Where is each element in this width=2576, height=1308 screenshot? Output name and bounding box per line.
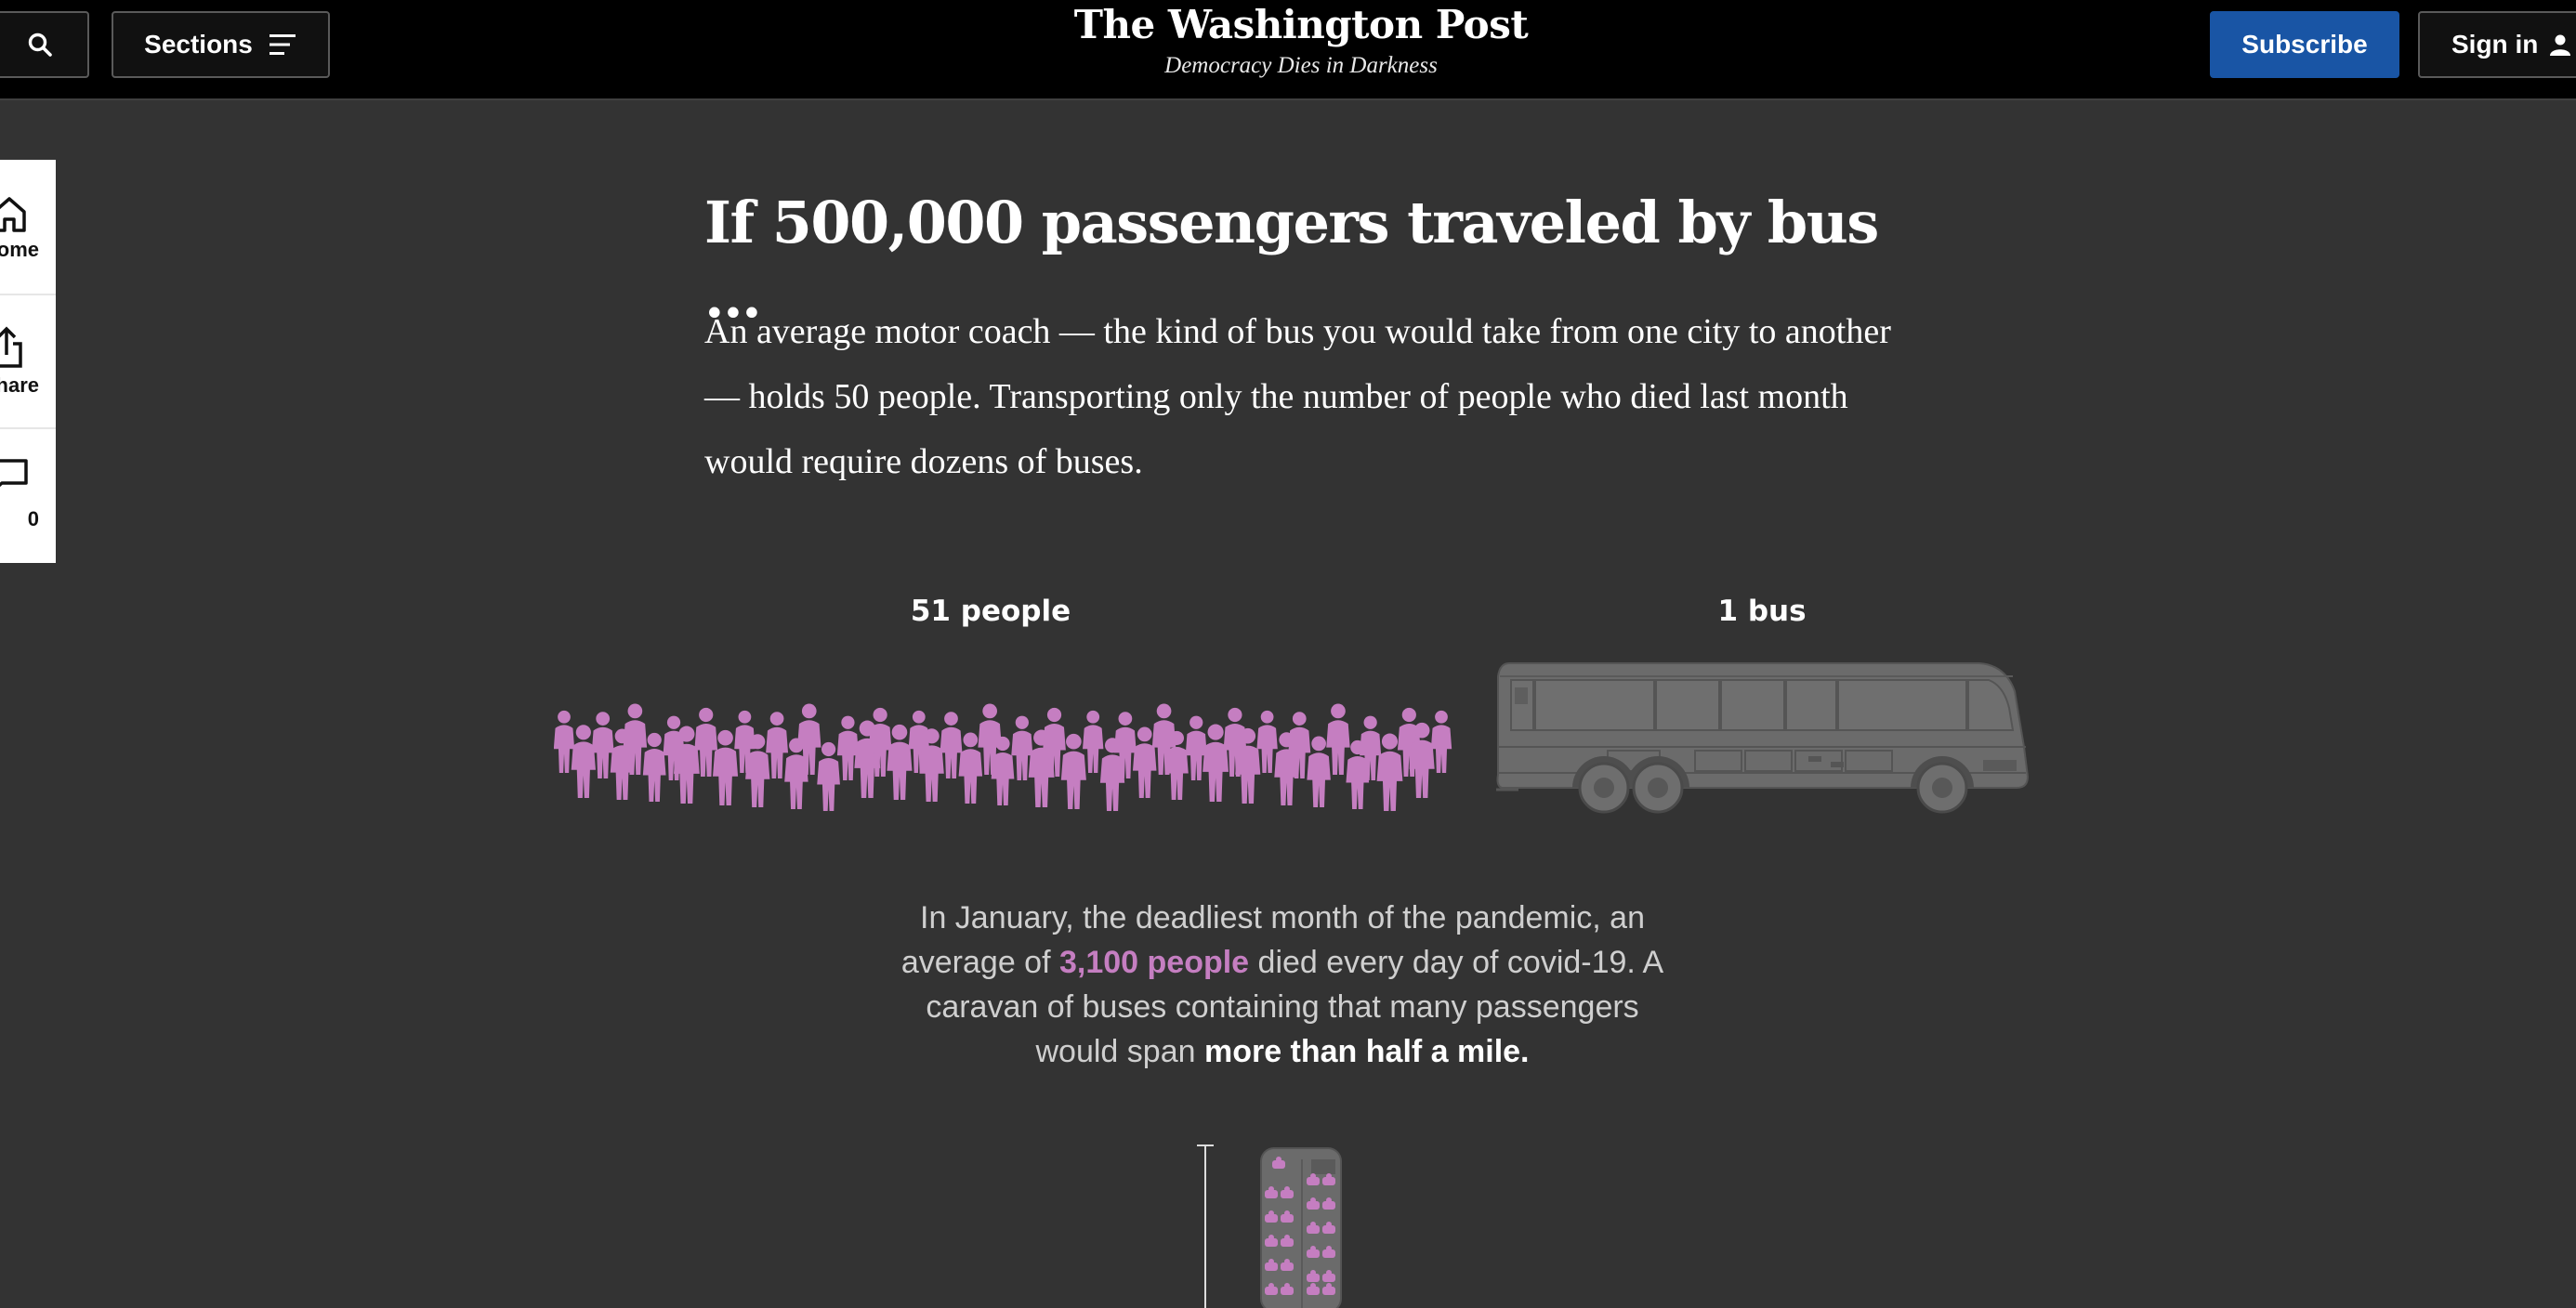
rail-share-label: Share [0,373,39,397]
article-dek: An average motor coach — the kind of bus… [704,312,1891,481]
passenger-seat-icon [1307,1270,1320,1282]
passenger-seat-icon [1307,1246,1320,1258]
caption-text-1: In January, the deadliest month of the p… [900,900,1645,980]
passenger-seat-icon [1322,1283,1335,1295]
caption-highlight-deaths: 3,100 people [1058,945,1250,980]
person-figure-icon [836,715,860,780]
passenger-seat-icon [1307,1283,1320,1295]
left-action-rail: Home Share 0 [0,160,56,563]
share-icon [0,326,22,368]
rail-comments-count: 0 [27,507,39,530]
passenger-seat-icon [1281,1283,1294,1295]
passenger-seat-icon [1265,1210,1278,1223]
sign-in-button[interactable]: Sign in [2418,11,2576,78]
passenger-seat-icon [1265,1283,1278,1295]
sections-label: Sections [144,30,253,59]
person-figure-icon [1185,715,1207,780]
person-figure-icon [1256,710,1278,773]
passenger-seat-icon [1281,1259,1294,1271]
person-figure-icon [887,724,913,800]
passenger-seat-icon [1281,1235,1294,1247]
person-figure-icon [1376,733,1403,811]
person-figure-icon [1132,726,1157,798]
logo-wordmark: The Washington Post [1073,2,1529,47]
passenger-seat-icon [1322,1197,1335,1210]
passenger-seat-icon [1322,1246,1335,1258]
home-icon [0,197,26,232]
person-figure-icon [1083,710,1104,773]
person-figure-icon [591,712,614,778]
person-figure-icon [642,732,666,802]
bus-count-label: 1 bus [1717,595,1807,628]
rail-share-button[interactable]: Share [0,295,56,429]
people-count-label: 51 people [910,595,1071,628]
person-figure-icon [1151,703,1176,775]
sign-in-label: Sign in [2451,30,2539,59]
person-figure-icon [734,710,756,773]
passenger-seat-icon [1281,1210,1294,1223]
person-figure-icon [1307,736,1331,807]
passenger-seat-icon [1281,1186,1294,1198]
people-crowd-graphic [554,703,1452,811]
person-figure-icon [1165,730,1189,800]
person-figure-icon [745,734,770,807]
person-figure-icon [1409,722,1435,798]
passenger-seat-icon [1322,1222,1335,1234]
comment-icon [0,459,28,488]
person-figure-icon [713,729,739,805]
person-figure-icon [958,732,983,804]
passenger-seat-icon [1265,1259,1278,1271]
passenger-seat-icon [1265,1235,1278,1247]
search-button[interactable] [0,11,89,78]
person-figure-icon [554,710,575,773]
article-headline: If 500,000 passengers traveled by bus ..… [704,189,1879,331]
user-icon [2550,34,2571,56]
logo-tagline: Democracy Dies in Darkness [1164,53,1438,78]
person-figure-icon [919,728,944,802]
person-figure-icon [1203,724,1229,802]
caravan-scale-line [1204,1144,1206,1308]
passenger-seat-icon [1322,1270,1335,1282]
person-figure-icon [978,703,1002,775]
caption-strong-distance: more than half a mile. [1203,1034,1530,1069]
person-figure-icon [673,726,700,804]
subscribe-button[interactable]: Subscribe [2210,11,2399,78]
stat-caption: In January, the deadliest month of the p… [892,896,1673,1074]
rail-divider [0,427,56,429]
person-figure-icon [1043,707,1066,777]
person-figure-icon [868,707,892,777]
person-figure-icon [571,725,596,798]
person-figure-icon [694,707,718,777]
person-figure-icon [797,703,821,775]
sections-button[interactable]: Sections [112,11,330,78]
rail-divider [0,294,56,295]
search-icon [28,33,52,57]
person-figure-icon [1288,712,1311,778]
caption-text-2: died every day of covid-19. A caravan of… [926,945,1664,1069]
bus-icon [1496,662,2030,814]
person-figure-icon [1326,703,1350,775]
person-figure-icon [766,712,789,778]
passenger-seat-icon [1307,1173,1320,1185]
passenger-seat-icon [1265,1186,1278,1198]
person-figure-icon [1113,712,1137,778]
passenger-seat-icon [1272,1157,1285,1169]
top-navigation-bar: Sections The Washington Post Democracy D… [0,0,2576,100]
menu-icon [269,34,296,55]
bus-caravan-graphic [1260,1147,1342,1308]
rail-home-label: Home [0,238,39,261]
passenger-seat-icon [1322,1173,1335,1185]
site-logo[interactable]: The Washington Post Democracy Dies in Da… [1009,0,1593,80]
person-figure-icon [623,703,648,775]
passenger-seat-icon [1307,1222,1320,1234]
passenger-seat-icon [1307,1197,1320,1210]
rail-comments-button[interactable]: 0 [0,429,56,563]
person-figure-icon [817,741,840,811]
person-figure-icon [1430,710,1452,773]
rail-home-button[interactable]: Home [0,160,56,294]
